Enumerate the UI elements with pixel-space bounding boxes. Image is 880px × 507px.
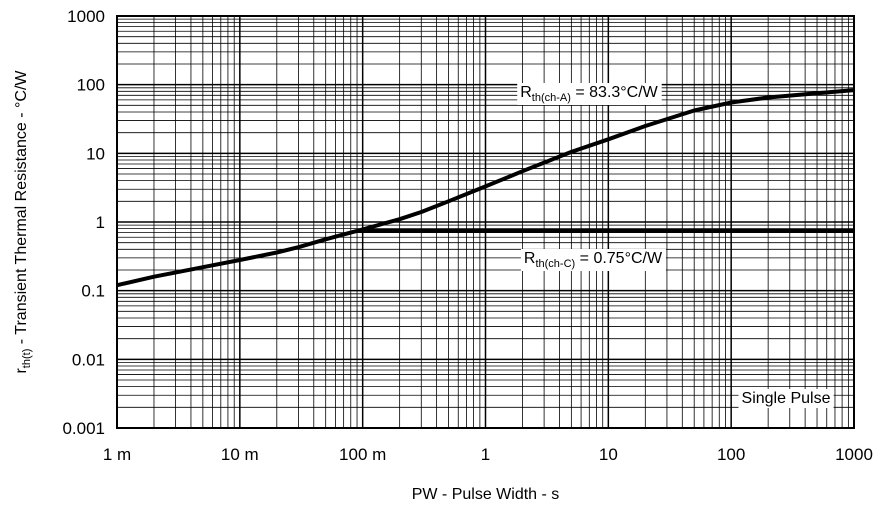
- y-tick-label: 1: [96, 213, 105, 232]
- annotation-ch-a: Rth(ch-A) = 83.3°C/W: [520, 84, 658, 104]
- x-tick-label: 1000: [835, 445, 873, 464]
- y-tick-label: 0.001: [62, 419, 105, 438]
- y-tick-label: 0.01: [72, 350, 105, 369]
- single-pulse-label: Single Pulse: [742, 390, 831, 407]
- x-tick-labels: 1 m 10 m 100 m 1 10 100 1000: [103, 445, 873, 464]
- y-tick-label: 1000: [67, 7, 105, 26]
- annotations: Rth(ch-A) = 83.3°C/W Rth(ch-C) = 0.75°C/W…: [517, 83, 834, 408]
- y-axis-title: rth(t) - Transient Thermal Resistance - …: [13, 70, 33, 374]
- y-tick-label: 100: [77, 76, 105, 95]
- y-axis-title-rest: - Transient Thermal Resistance - °C/W: [13, 70, 30, 349]
- x-tick-label: 10 m: [221, 445, 259, 464]
- x-tick-label: 1: [481, 445, 490, 464]
- y-tick-label: 0.1: [81, 282, 105, 301]
- annotation-ch-a-bg: [517, 83, 662, 105]
- y-axis-title-sub: th(t): [21, 349, 33, 369]
- single-pulse-bg: [738, 389, 834, 408]
- x-tick-label: 10: [599, 445, 618, 464]
- plot-frame: [116, 15, 855, 429]
- curves: [116, 88, 855, 288]
- x-tick-label: 100: [717, 445, 745, 464]
- curve-ch-a: [116, 88, 855, 288]
- x-tick-label: 100 m: [339, 445, 386, 464]
- x-tick-label: 1 m: [103, 445, 131, 464]
- x-axis-title: PW - Pulse Width - s: [412, 486, 560, 503]
- y-tick-label: 10: [86, 144, 105, 163]
- y-tick-labels: 0.001 0.01 0.1 1 10 100 1000: [62, 7, 105, 438]
- y-axis-title-main: r: [13, 368, 30, 374]
- annotation-ch-c-bg: [520, 249, 666, 271]
- annotation-ch-c: Rth(ch-C) = 0.75°C/W: [524, 250, 663, 270]
